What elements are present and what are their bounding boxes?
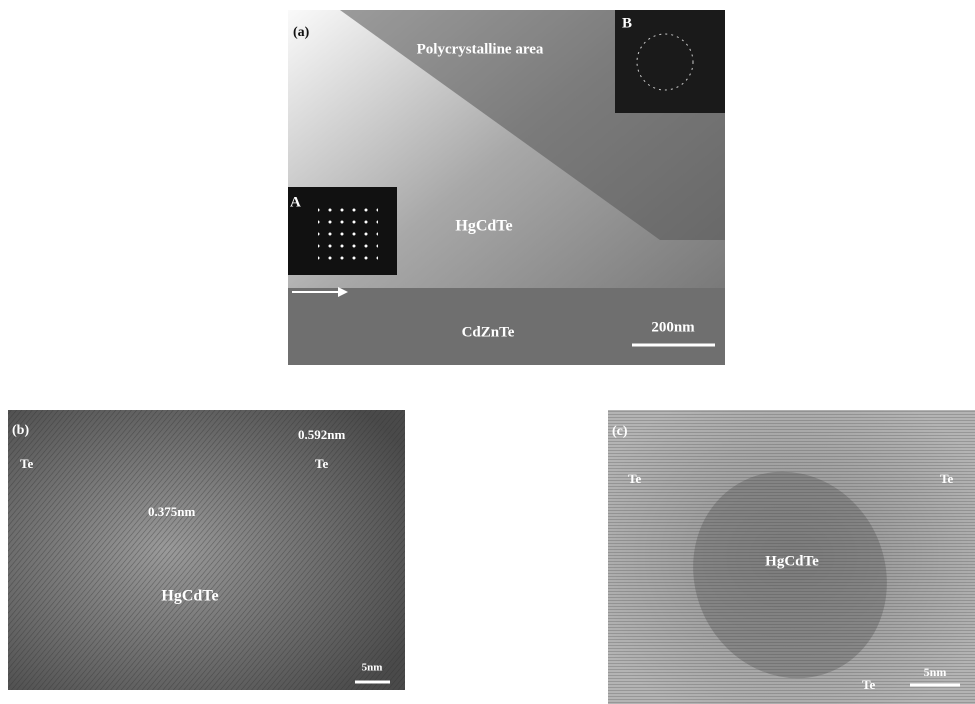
panel-a: (a) Polycrystalline area B A HgCdTe CdZn… bbox=[288, 10, 725, 365]
spacing-label: 0.375nm bbox=[148, 504, 195, 519]
lattice-fringes bbox=[8, 410, 405, 690]
region-label: Te bbox=[940, 471, 953, 486]
panel-c: (c) Te Te HgCdTe Te 5nm bbox=[608, 410, 975, 704]
figure: (a) Polycrystalline area B A HgCdTe CdZn… bbox=[0, 0, 975, 704]
inset-label: A bbox=[290, 194, 301, 210]
diffraction-spots bbox=[318, 200, 378, 265]
region-label: HgCdTe bbox=[161, 588, 218, 605]
region-label: Te bbox=[315, 456, 328, 471]
panel-label: (c) bbox=[612, 424, 628, 439]
region-label: Polycrystalline area bbox=[417, 41, 544, 57]
panel-b: (b) Te 0.592nm Te 0.375nm HgCdTe 5nm bbox=[8, 410, 405, 690]
region-label: Te bbox=[628, 471, 641, 486]
panel-label: (a) bbox=[293, 25, 310, 40]
region-label: Te bbox=[862, 677, 875, 692]
scale-label: 5nm bbox=[362, 662, 383, 674]
scale-label: 200nm bbox=[651, 319, 695, 335]
region-label: HgCdTe bbox=[765, 553, 819, 569]
spacing-label: 0.592nm bbox=[298, 427, 345, 442]
scale-label: 5nm bbox=[924, 665, 947, 679]
inset-label: B bbox=[622, 15, 632, 31]
region-label: CdZnTe bbox=[462, 324, 515, 340]
region-label: HgCdTe bbox=[455, 218, 512, 235]
region-label: Te bbox=[20, 456, 33, 471]
panel-label: (b) bbox=[12, 423, 29, 438]
